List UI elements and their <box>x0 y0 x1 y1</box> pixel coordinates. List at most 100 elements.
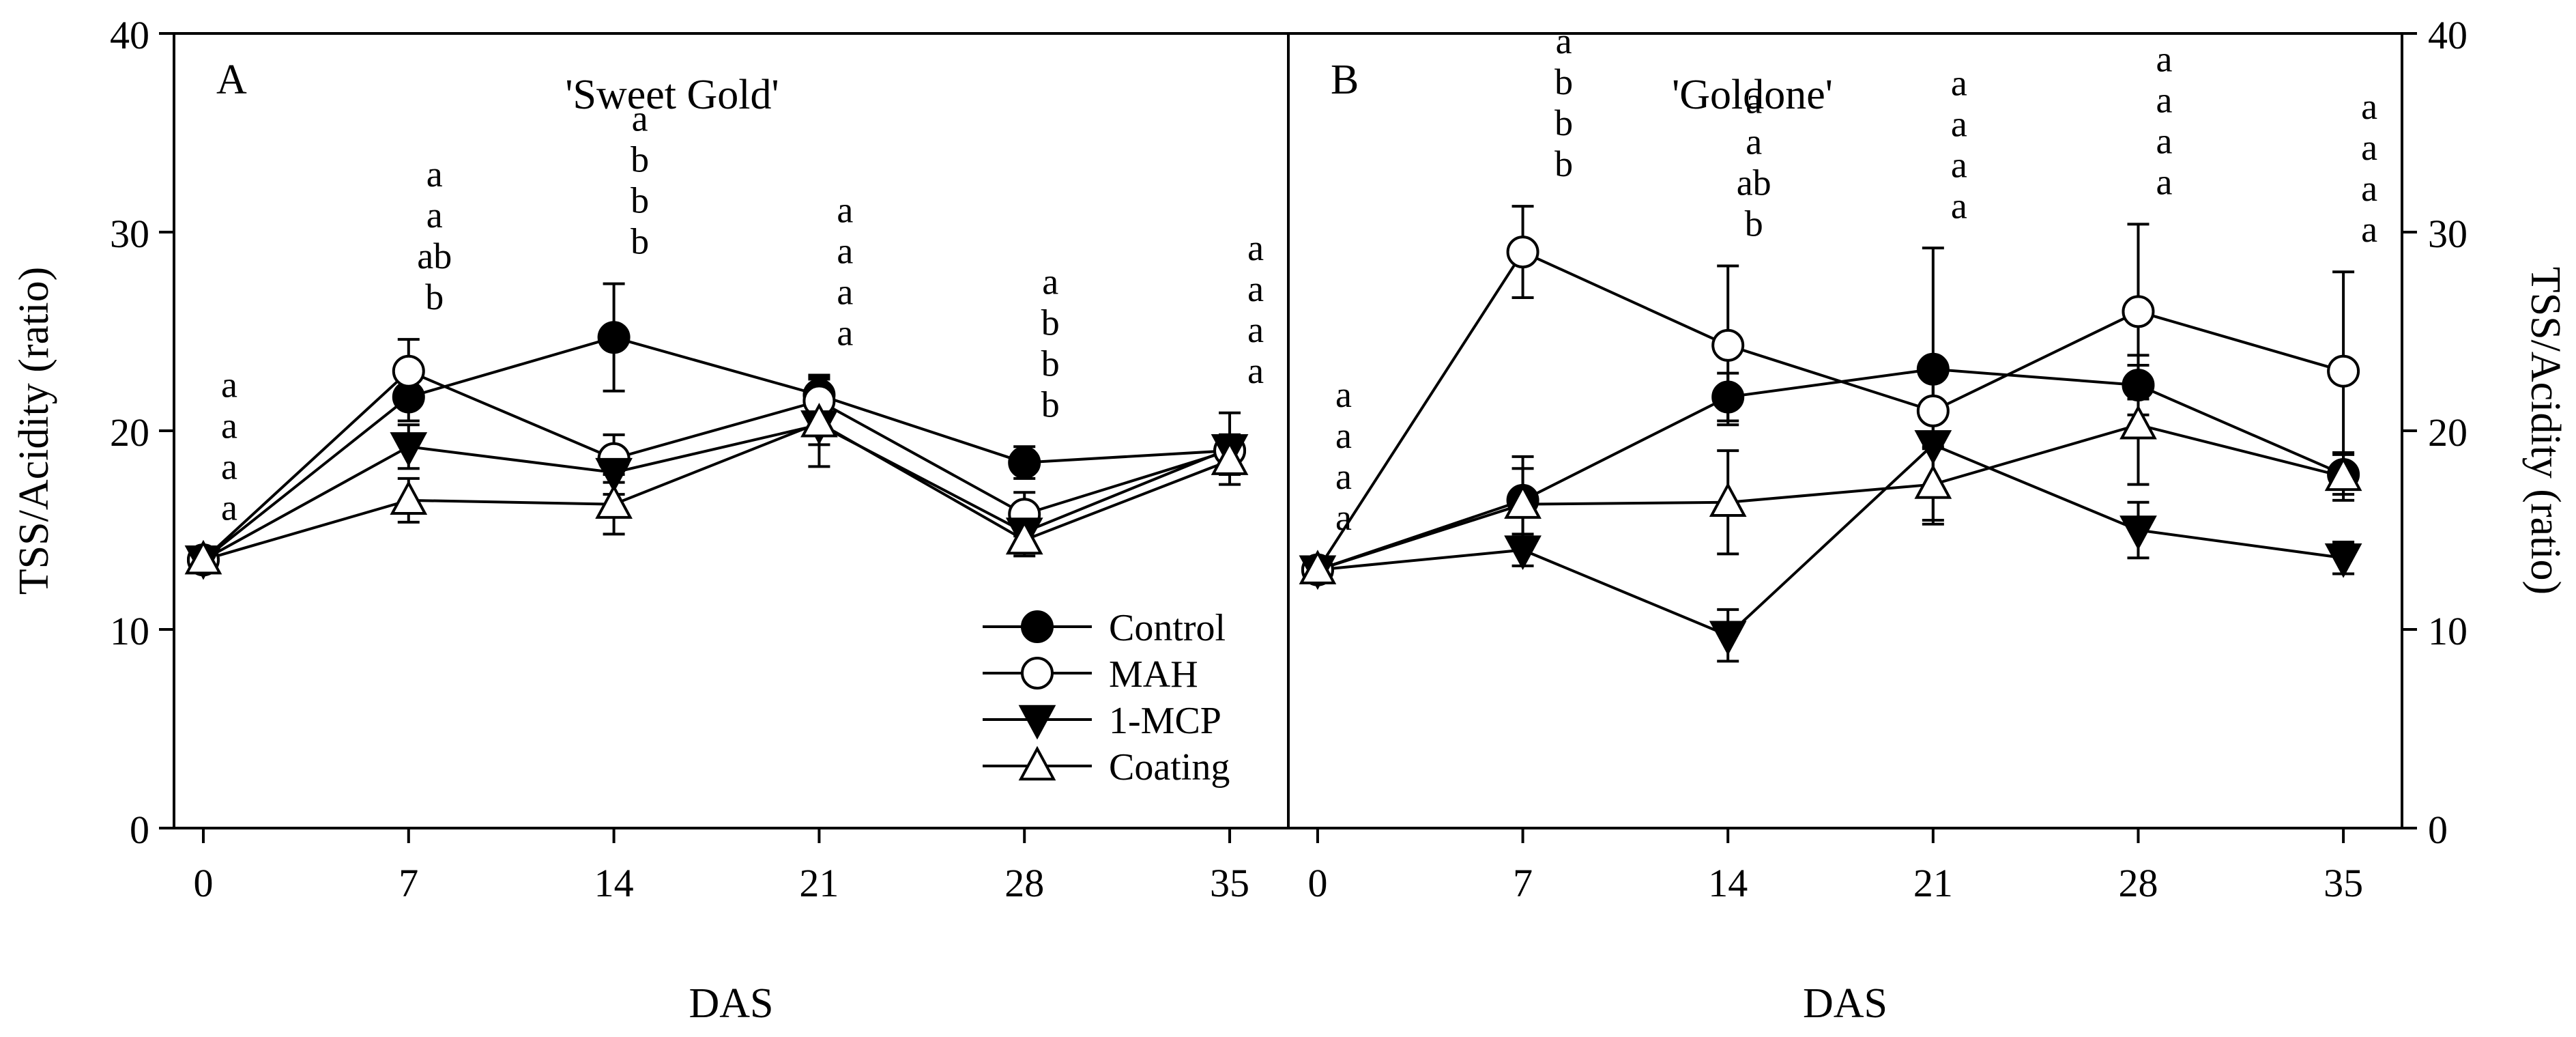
panel-b-y-tick-label: 0 <box>2428 808 2448 852</box>
panel-a-significance-letter: b <box>425 276 444 317</box>
panel-b-1-mcp-point <box>2324 543 2362 578</box>
panel-a-y-tick-label: 40 <box>110 13 149 57</box>
panel-b-significance-letter: a <box>1335 415 1352 456</box>
panel-b-x-axis-label: DAS <box>1803 980 1887 1027</box>
panel-b-significance-letter: a <box>1335 374 1352 415</box>
panel-b-significance-letter: ab <box>1737 162 1771 203</box>
panel-b-y-tick-label: 30 <box>2428 212 2468 256</box>
panel-a-significance-letter: ab <box>417 236 452 276</box>
legend-marker <box>1018 745 1056 781</box>
panel-a-significance-letter: a <box>837 313 853 354</box>
panel-a-control-point <box>597 321 631 354</box>
panel-a-significance-letter: a <box>632 98 648 139</box>
panel-a-significance-letter: b <box>1041 343 1060 384</box>
panel-a-significance-letter: a <box>837 272 853 313</box>
panel-a-y-tick-label: 20 <box>110 410 149 455</box>
panel-b-significance-letter: a <box>2361 127 2377 168</box>
panel-a-significance-letter: a <box>1247 268 1264 309</box>
panel-b-control-point <box>1711 380 1745 414</box>
panel-b-significance-letter: b <box>1745 203 1763 244</box>
legend-label: 1-MCP <box>1109 700 1221 742</box>
panel-b-significance-letter: a <box>1746 80 1762 121</box>
panel-b-significance-letter: a <box>2156 161 2172 202</box>
panel-a-coating-point <box>595 484 633 519</box>
panel-a-mah-line <box>202 369 1230 561</box>
panel-a-significance-letter: b <box>631 139 649 180</box>
panel-a-x-axis-label: DAS <box>689 980 773 1027</box>
panel-a-coating-point <box>184 539 222 575</box>
panel-b-1-mcp-point <box>2119 515 2157 550</box>
panel-a-x-tick-label: 0 <box>193 861 213 905</box>
panel-b-x-tick-label: 0 <box>1307 861 1327 905</box>
panel-b-significance-letter: b <box>1554 61 1573 102</box>
panel-a-significance-letter: a <box>1247 309 1264 350</box>
panel-b-mah-point <box>1916 394 1950 427</box>
panel-b-1-mcp-point <box>1709 621 1747 656</box>
panel-b-control-point <box>2122 369 2155 402</box>
panel-a-significance-letter: a <box>837 231 853 272</box>
panel-a-significance-letter: a <box>426 154 443 195</box>
panel-a-x-tick-label: 21 <box>799 861 839 905</box>
panel-b-significance-letter: b <box>1554 102 1573 143</box>
panel-b-coating-line <box>1317 423 2344 571</box>
panel-a-coating-point <box>800 402 838 438</box>
panel-a-significance-letter: a <box>1247 350 1264 391</box>
panel-b-x-tick-label: 28 <box>2118 861 2158 905</box>
panel-b-coating-point <box>1914 464 1952 499</box>
legend-marker <box>1021 657 1054 690</box>
panel-a-x-tick-label: 14 <box>594 861 634 905</box>
panel-a-control-point <box>1008 446 1041 479</box>
panel-b-significance-letter: a <box>1335 456 1352 497</box>
panel-b-coating-point <box>1709 482 1747 517</box>
panel-a-1-mcp-point <box>595 457 633 493</box>
panel-b-significance-letter: a <box>1951 185 1967 226</box>
panel-b-coating-point <box>2119 404 2157 440</box>
panel-b-significance-letter: a <box>1335 497 1352 538</box>
panel-b-mah-point <box>2122 295 2155 328</box>
panel-b-y-tick-label: 40 <box>2428 13 2468 57</box>
panel-b-significance-letter: a <box>1556 20 1572 61</box>
panel-a-x-tick-label: 28 <box>1004 861 1044 905</box>
panel-a-y-axis-label: TSS/Acidity (ratio) <box>11 267 57 595</box>
panel-a-y-tick-label: 0 <box>130 808 149 852</box>
panel-a-y-tick-label: 30 <box>110 212 149 256</box>
panel-a-significance-letter: a <box>837 190 853 231</box>
panel-b-mah-point <box>1506 236 1539 269</box>
panel-b-control-line <box>1317 367 2344 571</box>
panel-a-mah-point <box>392 354 425 388</box>
panel-b-significance-letter: a <box>1951 144 1967 185</box>
panel-b-mah-point <box>1711 328 1745 362</box>
panel-a-1-mcp-line <box>203 423 1230 561</box>
panel-a-coating-point <box>1211 440 1249 475</box>
panel-a-significance-letter: b <box>631 221 649 262</box>
panel-b-significance-letter: a <box>2361 168 2377 209</box>
panel-b-x-tick-label: 14 <box>1708 861 1748 905</box>
panel-a-significance-letter: a <box>221 365 237 406</box>
panel-b-significance-letter: a <box>1951 62 1967 103</box>
legend-label: MAH <box>1109 653 1198 696</box>
panel-b-significance-letter: b <box>1554 143 1573 184</box>
panel-b-mah-line <box>1316 250 2344 571</box>
panel-a-significance-letter: a <box>221 487 237 528</box>
panel-b-x-tick-label: 35 <box>2324 861 2363 905</box>
panel-b-x-tick-label: 7 <box>1513 861 1533 905</box>
panel-b-significance-letter: a <box>1746 121 1762 162</box>
panel-b-significance-letter: a <box>2361 209 2377 250</box>
panel-b-significance-letter: a <box>2156 79 2172 120</box>
panel-a-coating-point <box>1005 520 1043 555</box>
panel-a-x-tick-label: 7 <box>399 861 418 905</box>
panel-b-letter: B <box>1331 57 1359 103</box>
panel-a-coating-point <box>390 480 428 515</box>
panel-a-significance-letter: a <box>221 446 237 487</box>
panel-a-letter: A <box>216 57 247 103</box>
panel-b-coating-point <box>2324 456 2362 492</box>
panel-b-1-mcp-point <box>1504 535 1542 571</box>
panel-a-1-mcp-point <box>390 432 428 467</box>
legend-label: Coating <box>1109 746 1230 789</box>
panel-b-y-tick-label: 20 <box>2428 410 2468 455</box>
panel-b-significance-letter: a <box>1951 103 1967 144</box>
panel-b-1-mcp-line <box>1317 443 2344 638</box>
panel-b-x-tick-label: 21 <box>1913 861 1953 905</box>
legend-marker <box>1021 610 1054 643</box>
panel-b-coating-point <box>1504 484 1542 519</box>
